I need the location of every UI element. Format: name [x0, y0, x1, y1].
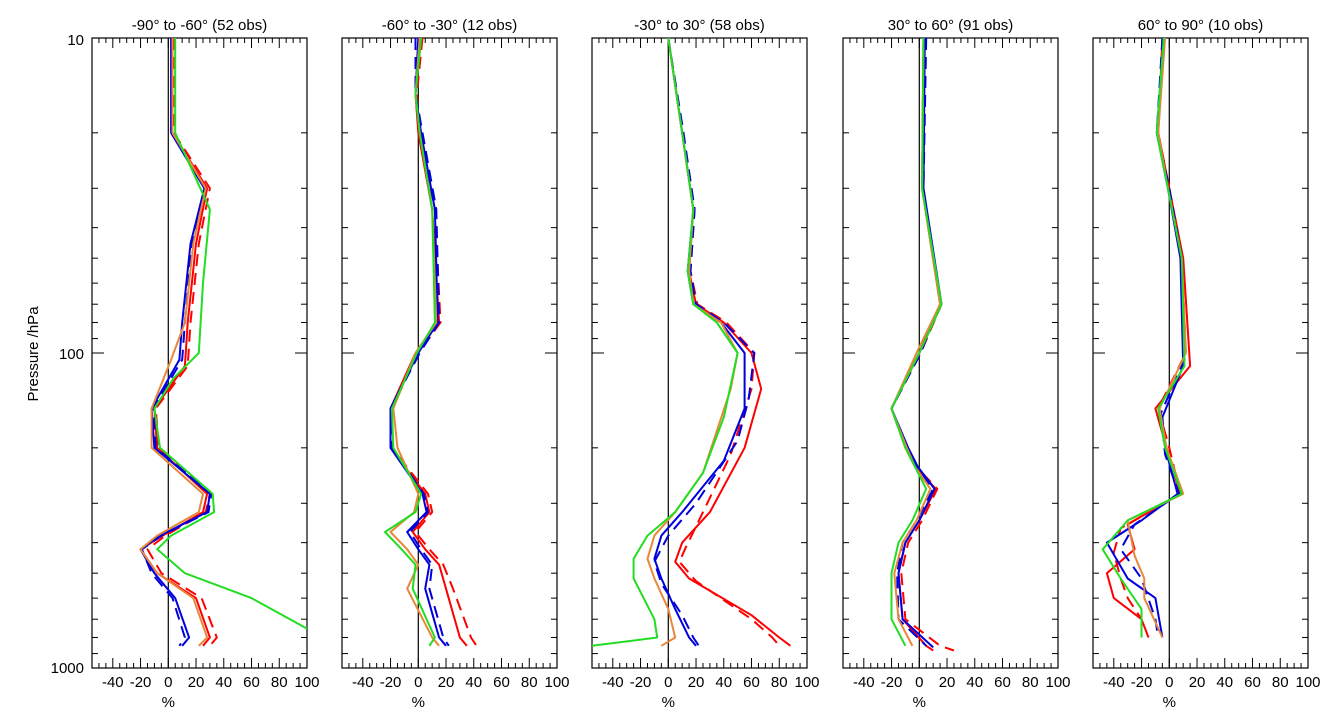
series-line-green-solid [153, 38, 308, 630]
series-line-green-solid [384, 37, 436, 647]
panel-0: -40 -20 0 20 40 60 80 100% -90° to -60° (52 obs) [91, 17, 320, 711]
plot-frame [842, 37, 1059, 669]
series-line-red-dashed [1112, 37, 1187, 620]
x-tick-label: 80 [1272, 674, 1289, 691]
series-line-green-solid [890, 37, 943, 647]
x-tick-label: 60 [493, 674, 510, 691]
series-line-blue-solid [1105, 37, 1185, 638]
x-tick-label: 100 [794, 674, 819, 691]
series-line-blue-dashed [653, 37, 756, 647]
series-line-blue-dashed [140, 38, 213, 647]
series-line-orange-solid [890, 37, 942, 647]
y-tick-label-1000: 1000 [51, 660, 84, 677]
panel-4: -40 -20 0 20 40 60 80 100% 60° to 90° (10 obs) [1092, 17, 1321, 711]
x-tick-label: -40 [102, 674, 124, 691]
y-axis-label: Pressure /hPa [25, 306, 42, 402]
y-tick-label-100: 100 [59, 346, 84, 363]
series-line-green-solid [1101, 37, 1186, 638]
panel-3: -40 -20 0 20 40 60 80 100% 30° to 60° (91 obs) [842, 17, 1071, 711]
x-tick-label: 0 [414, 674, 422, 691]
series-line-blue-dashed [389, 38, 450, 647]
series-line-red-dashed [390, 37, 478, 647]
plot-frame [591, 37, 808, 669]
x-tick-label: -20 [130, 674, 152, 691]
x-tick-label: 40 [465, 674, 482, 691]
x-tick-label: 0 [1165, 674, 1173, 691]
series-line-blue-dashed [1119, 37, 1186, 638]
series-line-orange-solid [139, 38, 209, 647]
panel-title: -60° to -30° (12 obs) [382, 17, 517, 34]
series-line-red-solid [1105, 37, 1192, 638]
x-tick-label: 0 [164, 674, 172, 691]
x-tick-label: 40 [966, 674, 983, 691]
x-tick-label: 100 [544, 674, 569, 691]
panel-2: -40 -20 0 20 40 60 80 100% -30° to 30° (58 obs) [591, 17, 820, 711]
x-tick-label: 40 [715, 674, 732, 691]
y-tick-label-10: 10 [67, 32, 84, 49]
plot-frame [341, 37, 558, 669]
x-tick-label: -20 [1131, 674, 1153, 691]
panel-title: -30° to 30° (58 obs) [634, 17, 764, 34]
x-tick-label: 100 [294, 674, 319, 691]
x-tick-label: -20 [380, 674, 402, 691]
series-line-orange-solid [646, 37, 739, 647]
series-line-red-solid [389, 37, 468, 647]
x-tick-label: 60 [243, 674, 260, 691]
x-axis-label: % [662, 694, 675, 711]
x-tick-label: 60 [994, 674, 1011, 691]
series-line-red-dashed [146, 38, 218, 647]
x-tick-label: 80 [1022, 674, 1039, 691]
x-axis-label: % [412, 694, 425, 711]
x-tick-label: 80 [771, 674, 788, 691]
x-axis-label: % [913, 694, 926, 711]
x-tick-label: 80 [521, 674, 538, 691]
x-tick-label: 100 [1295, 674, 1320, 691]
x-tick-label: -40 [602, 674, 624, 691]
x-axis-label: % [162, 694, 175, 711]
x-tick-label: -40 [352, 674, 374, 691]
panel-title: 60° to 90° (10 obs) [1138, 17, 1263, 34]
series-line-green-solid [591, 37, 739, 647]
x-tick-label: 40 [215, 674, 232, 691]
panel-1: -40 -20 0 20 40 60 80 100% -60° to -30° (12 obs) [341, 17, 570, 711]
x-tick-label: -20 [881, 674, 903, 691]
series-line-orange-solid [389, 37, 440, 647]
panel-title: -90° to -60° (52 obs) [132, 17, 267, 34]
x-tick-label: 20 [1189, 674, 1206, 691]
x-tick-label: -40 [1103, 674, 1125, 691]
x-axis-label: % [1163, 694, 1176, 711]
x-tick-label: 20 [939, 674, 956, 691]
x-tick-label: 20 [688, 674, 705, 691]
x-tick-label: 100 [1045, 674, 1070, 691]
x-tick-label: 20 [188, 674, 205, 691]
x-tick-label: 0 [664, 674, 672, 691]
x-tick-label: -20 [630, 674, 652, 691]
x-tick-label: 20 [438, 674, 455, 691]
x-tick-label: 80 [271, 674, 288, 691]
x-tick-label: 60 [743, 674, 760, 691]
panel-title: 30° to 60° (91 obs) [888, 17, 1013, 34]
x-tick-label: 0 [915, 674, 923, 691]
x-tick-label: 60 [1244, 674, 1261, 691]
x-tick-label: -40 [853, 674, 875, 691]
x-tick-label: 40 [1216, 674, 1233, 691]
series-line-red-dashed [667, 37, 781, 647]
